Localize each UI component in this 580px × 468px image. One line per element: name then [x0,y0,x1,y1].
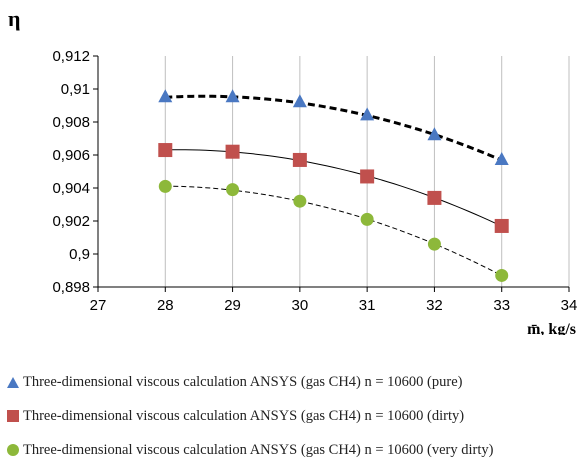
y-tick-label: 0,9 [69,246,90,263]
x-tick-label: 31 [359,297,376,314]
x-tick-label: 29 [224,297,241,314]
x-tick-label: 33 [493,297,510,314]
data-point-series-1 [494,151,509,165]
data-point-series-1 [225,89,240,103]
trendlines [165,94,503,277]
data-point-series-1 [158,89,173,103]
data-point-series-2 [292,152,307,167]
x-tick-label: 28 [157,297,174,314]
data-point-series-2 [158,143,173,158]
y-tick-label: 0,908 [52,114,90,131]
data-point-series-3 [158,179,172,193]
data-point-series-2 [427,190,442,205]
x-tick-label: 34 [561,297,578,314]
x-tick-label: 32 [426,297,443,314]
data-point-series-2 [225,144,240,159]
triangle-marker-icon [6,375,20,389]
axes [93,55,570,292]
legend-label-very-dirty: Three-dimensional viscous calculation AN… [23,441,494,458]
y-tick-label: 0,902 [52,213,90,230]
chart: 27 28 29 30 31 32 33 34 0,898 0,9 0,902 0,904 0,906 0… [8,6,577,335]
legend-item-dirty: Three-dimensional viscous calculation AN… [6,406,464,426]
legend-item-pure: Three-dimensional viscous calculation AN… [6,372,462,392]
x-axis-label: m̄, kg/s [527,321,576,335]
y-tick-label: 0,904 [52,180,90,197]
data-point-series-2 [494,218,509,233]
x-tick-label: 30 [292,297,309,314]
data-point-series-3 [427,237,441,251]
data-point-series-1 [427,127,442,141]
data-points [158,89,509,282]
data-point-series-1 [360,107,375,121]
y-tick-label: 0,91 [61,81,90,98]
circle-marker-icon [6,443,20,457]
legend-label-pure: Three-dimensional viscous calculation AN… [23,373,463,390]
trendline-series-2 [165,149,502,227]
y-tick-label: 0,898 [52,279,90,296]
legend-item-very-dirty: Three-dimensional viscous calculation AN… [6,440,493,460]
x-tick-label: 27 [90,297,107,314]
data-point-series-3 [226,183,240,197]
data-point-series-3 [495,268,509,282]
square-marker-icon [6,409,20,423]
trendline-series-3 [165,185,502,277]
tick-labels: 27 28 29 30 31 32 33 34 0,898 0,9 0,902 0,904 0,906 0… [52,48,577,314]
data-point-series-2 [360,169,375,184]
legend-label-dirty: Three-dimensional viscous calculation AN… [23,407,465,424]
y-tick-label: 0,906 [52,147,90,164]
trendline-series-1 [165,94,503,162]
y-axis-label: η [8,6,21,31]
data-point-series-3 [293,194,307,208]
y-tick-label: 0,912 [52,48,90,65]
data-point-series-1 [292,94,307,108]
data-point-series-3 [360,212,374,226]
